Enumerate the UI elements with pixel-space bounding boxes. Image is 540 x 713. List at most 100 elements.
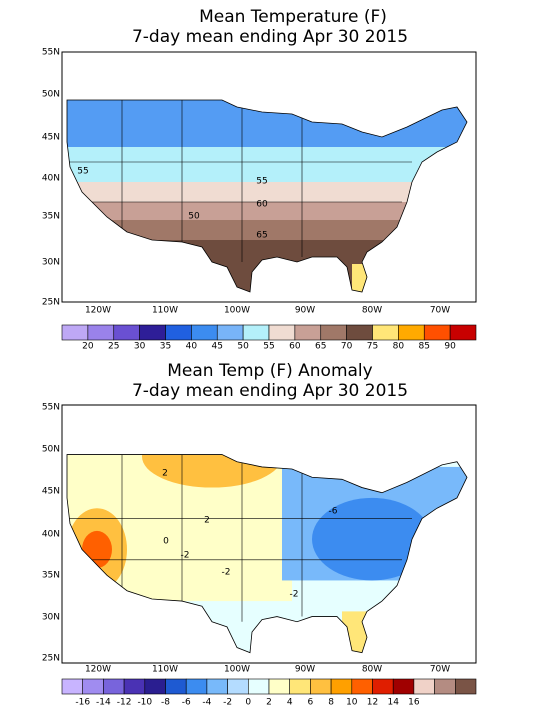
contour-label: 60 bbox=[256, 200, 268, 210]
lat-label: 35N bbox=[42, 212, 60, 222]
title: Mean Temp (F) Anomaly bbox=[167, 361, 372, 381]
lon-label: 100W bbox=[224, 306, 250, 316]
colorbar-swatch bbox=[123, 678, 146, 695]
colorbar-swatch bbox=[206, 678, 228, 695]
colorbar-label: 80 bbox=[393, 342, 405, 352]
lat-label: 40N bbox=[42, 174, 60, 184]
contour-label: 0 bbox=[163, 537, 169, 547]
contour-label: -2 bbox=[181, 551, 190, 561]
colorbar-swatch bbox=[61, 678, 84, 695]
contour-label: 2 bbox=[204, 516, 210, 526]
lon-label: 110W bbox=[152, 306, 178, 316]
title: Mean Temperature (F) bbox=[199, 7, 387, 27]
lat-label: 25N bbox=[42, 298, 60, 308]
colorbar-swatch bbox=[242, 324, 270, 341]
colorbar-swatch bbox=[227, 678, 249, 695]
colorbar-swatch bbox=[268, 678, 291, 695]
lat-label: 55N bbox=[42, 48, 60, 58]
colorbar-label: 30 bbox=[134, 342, 146, 352]
colorbar-swatch bbox=[82, 678, 104, 695]
colorbar-swatch bbox=[165, 324, 192, 341]
colorbar-swatch bbox=[294, 324, 322, 341]
colorbar-label: -12 bbox=[117, 698, 132, 708]
lon-label: 70W bbox=[430, 665, 450, 675]
lat-label: 50N bbox=[42, 90, 60, 100]
colorbar-swatch bbox=[454, 678, 477, 695]
colorbar-label: -8 bbox=[161, 698, 170, 708]
colorbar-label: 50 bbox=[237, 342, 249, 352]
panel: Mean Temp (F) Anomaly 7-day mean ending … bbox=[42, 361, 477, 708]
colorbar-label: 12 bbox=[367, 698, 378, 708]
colorbar-label: 16 bbox=[408, 698, 420, 708]
colorbar-label: 85 bbox=[419, 342, 430, 352]
colorbar-label: 0 bbox=[245, 698, 251, 708]
colorbar-swatch bbox=[449, 324, 477, 341]
panel: Mean Temperature (F) 7-day mean ending A… bbox=[42, 7, 477, 352]
colorbar-swatch bbox=[372, 678, 394, 695]
contour-label: -2 bbox=[222, 568, 231, 578]
colorbar-label: 70 bbox=[341, 342, 353, 352]
contour-label: -6 bbox=[329, 507, 338, 517]
lat-label: 40N bbox=[42, 530, 60, 540]
colorbar-label: 6 bbox=[308, 698, 314, 708]
colorbar-label: -10 bbox=[137, 698, 152, 708]
lat-label: 30N bbox=[42, 258, 60, 268]
colorbar-swatch bbox=[330, 678, 353, 695]
lat-label: 55N bbox=[42, 403, 60, 413]
subtitle: 7-day mean ending Apr 30 2015 bbox=[132, 27, 408, 47]
colorbar-label: 25 bbox=[108, 342, 119, 352]
map bbox=[61, 51, 477, 303]
colorbar-swatch bbox=[139, 324, 166, 341]
lon-label: 70W bbox=[430, 306, 450, 316]
colorbar-swatch bbox=[165, 678, 187, 695]
lon-label: 90W bbox=[295, 306, 315, 316]
colorbar-label: 4 bbox=[287, 698, 293, 708]
colorbar-swatch bbox=[398, 324, 425, 341]
colorbar-swatch bbox=[434, 678, 456, 695]
colorbar-label: 2 bbox=[266, 698, 272, 708]
colorbar-label: -2 bbox=[223, 698, 232, 708]
lat-label: 45N bbox=[42, 487, 60, 497]
colorbar-label: 90 bbox=[444, 342, 456, 352]
lon-label: 120W bbox=[85, 665, 111, 675]
colorbar-label: -14 bbox=[96, 698, 111, 708]
colorbar-swatch bbox=[185, 678, 208, 695]
colorbar-label: 20 bbox=[82, 342, 94, 352]
lon-label: 110W bbox=[152, 665, 178, 675]
colorbar-swatch bbox=[103, 678, 125, 695]
contour-label: 2 bbox=[162, 469, 168, 479]
colorbar-swatch bbox=[113, 324, 140, 341]
colorbar-swatch bbox=[248, 678, 270, 695]
lat-label: 35N bbox=[42, 571, 60, 581]
colorbar-label: -6 bbox=[182, 698, 191, 708]
colorbar-label: 60 bbox=[289, 342, 301, 352]
colorbar-swatch bbox=[191, 324, 218, 341]
lat-label: 50N bbox=[42, 445, 60, 455]
lat-label: 25N bbox=[42, 654, 60, 664]
contour-label: 55 bbox=[256, 177, 267, 187]
colorbar-label: 45 bbox=[212, 342, 223, 352]
colorbar-swatch bbox=[346, 324, 373, 341]
contour-label: 65 bbox=[256, 231, 267, 241]
colorbar-label: 10 bbox=[346, 698, 358, 708]
colorbar-swatch bbox=[372, 324, 399, 341]
colorbar-swatch bbox=[392, 678, 415, 695]
colorbar-label: 55 bbox=[263, 342, 274, 352]
colorbar-label: 75 bbox=[367, 342, 378, 352]
colorbar-label: 8 bbox=[328, 698, 334, 708]
colorbar-label: 35 bbox=[160, 342, 171, 352]
colorbar-swatch bbox=[144, 678, 166, 695]
lat-label: 30N bbox=[42, 613, 60, 623]
subtitle: 7-day mean ending Apr 30 2015 bbox=[132, 381, 408, 401]
colorbar-swatch bbox=[289, 678, 311, 695]
map bbox=[61, 404, 477, 664]
colorbar-swatch bbox=[216, 324, 244, 341]
lat-label: 45N bbox=[42, 133, 60, 143]
lon-label: 90W bbox=[295, 665, 315, 675]
colorbar-swatch bbox=[61, 324, 89, 341]
lon-label: 120W bbox=[85, 306, 111, 316]
colorbar-label: 14 bbox=[387, 698, 399, 708]
lon-label: 80W bbox=[362, 665, 382, 675]
contour-label: 50 bbox=[188, 212, 200, 222]
